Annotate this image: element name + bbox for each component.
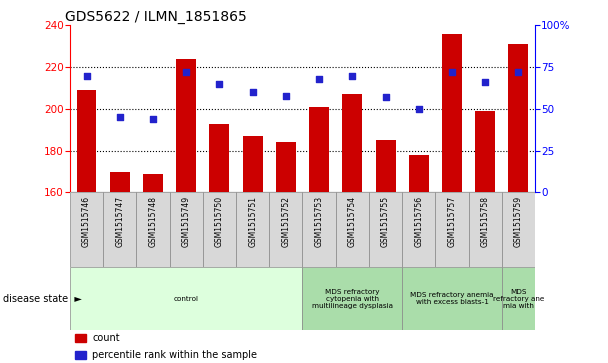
Bar — [336, 192, 369, 267]
Text: GSM1515748: GSM1515748 — [148, 196, 157, 247]
Text: MDS refractory
cytopenia with
multilineage dysplasia: MDS refractory cytopenia with multilinea… — [312, 289, 393, 309]
Point — [381, 94, 390, 100]
Point — [281, 93, 291, 98]
Text: control: control — [174, 295, 199, 302]
Text: GSM1515754: GSM1515754 — [348, 196, 357, 247]
Bar — [502, 267, 535, 330]
Bar — [402, 267, 502, 330]
Point — [115, 114, 125, 120]
Text: GSM1515755: GSM1515755 — [381, 196, 390, 247]
Point — [215, 81, 224, 87]
Text: GSM1515746: GSM1515746 — [82, 196, 91, 247]
Point — [81, 73, 91, 78]
Bar — [70, 192, 103, 267]
Bar — [502, 192, 535, 267]
Bar — [170, 192, 203, 267]
Text: GSM1515753: GSM1515753 — [314, 196, 323, 247]
Bar — [376, 140, 395, 192]
Text: GSM1515758: GSM1515758 — [481, 196, 489, 247]
Text: GSM1515756: GSM1515756 — [414, 196, 423, 247]
Bar — [409, 155, 429, 192]
Point — [347, 73, 357, 78]
Bar — [236, 192, 269, 267]
Point — [514, 69, 523, 75]
Bar — [136, 192, 170, 267]
Bar — [342, 94, 362, 192]
Point — [148, 116, 158, 122]
Bar — [302, 267, 402, 330]
Bar — [203, 192, 236, 267]
Bar — [75, 334, 86, 342]
Text: GSM1515749: GSM1515749 — [182, 196, 191, 247]
Point — [414, 106, 424, 112]
Text: count: count — [92, 333, 120, 343]
Bar — [369, 192, 402, 267]
Bar — [402, 192, 435, 267]
Point — [181, 69, 191, 75]
Text: GSM1515757: GSM1515757 — [447, 196, 457, 247]
Bar — [435, 192, 469, 267]
Text: GSM1515751: GSM1515751 — [248, 196, 257, 247]
Bar — [309, 107, 329, 192]
Point — [248, 89, 258, 95]
Point — [447, 69, 457, 75]
Bar — [442, 34, 462, 192]
Bar — [176, 59, 196, 192]
Point — [480, 79, 490, 85]
Text: MDS
refractory ane
mia with: MDS refractory ane mia with — [492, 289, 544, 309]
Bar — [75, 351, 86, 359]
Bar — [475, 111, 495, 192]
Text: MDS refractory anemia
with excess blasts-1: MDS refractory anemia with excess blasts… — [410, 292, 494, 305]
Bar — [103, 192, 136, 267]
Text: GSM1515752: GSM1515752 — [282, 196, 291, 247]
Bar — [77, 90, 97, 192]
Bar — [209, 123, 229, 192]
Bar — [276, 142, 296, 192]
Bar — [508, 44, 528, 192]
Text: GDS5622 / ILMN_1851865: GDS5622 / ILMN_1851865 — [65, 11, 247, 24]
Bar — [469, 192, 502, 267]
Text: GSM1515759: GSM1515759 — [514, 196, 523, 247]
Bar — [243, 136, 263, 192]
Text: disease state  ►: disease state ► — [3, 294, 82, 303]
Text: GSM1515750: GSM1515750 — [215, 196, 224, 247]
Bar — [70, 267, 302, 330]
Bar — [302, 192, 336, 267]
Bar — [110, 172, 130, 192]
Bar — [269, 192, 302, 267]
Text: GSM1515747: GSM1515747 — [116, 196, 124, 247]
Bar — [143, 174, 163, 192]
Point — [314, 76, 324, 82]
Text: percentile rank within the sample: percentile rank within the sample — [92, 350, 257, 359]
